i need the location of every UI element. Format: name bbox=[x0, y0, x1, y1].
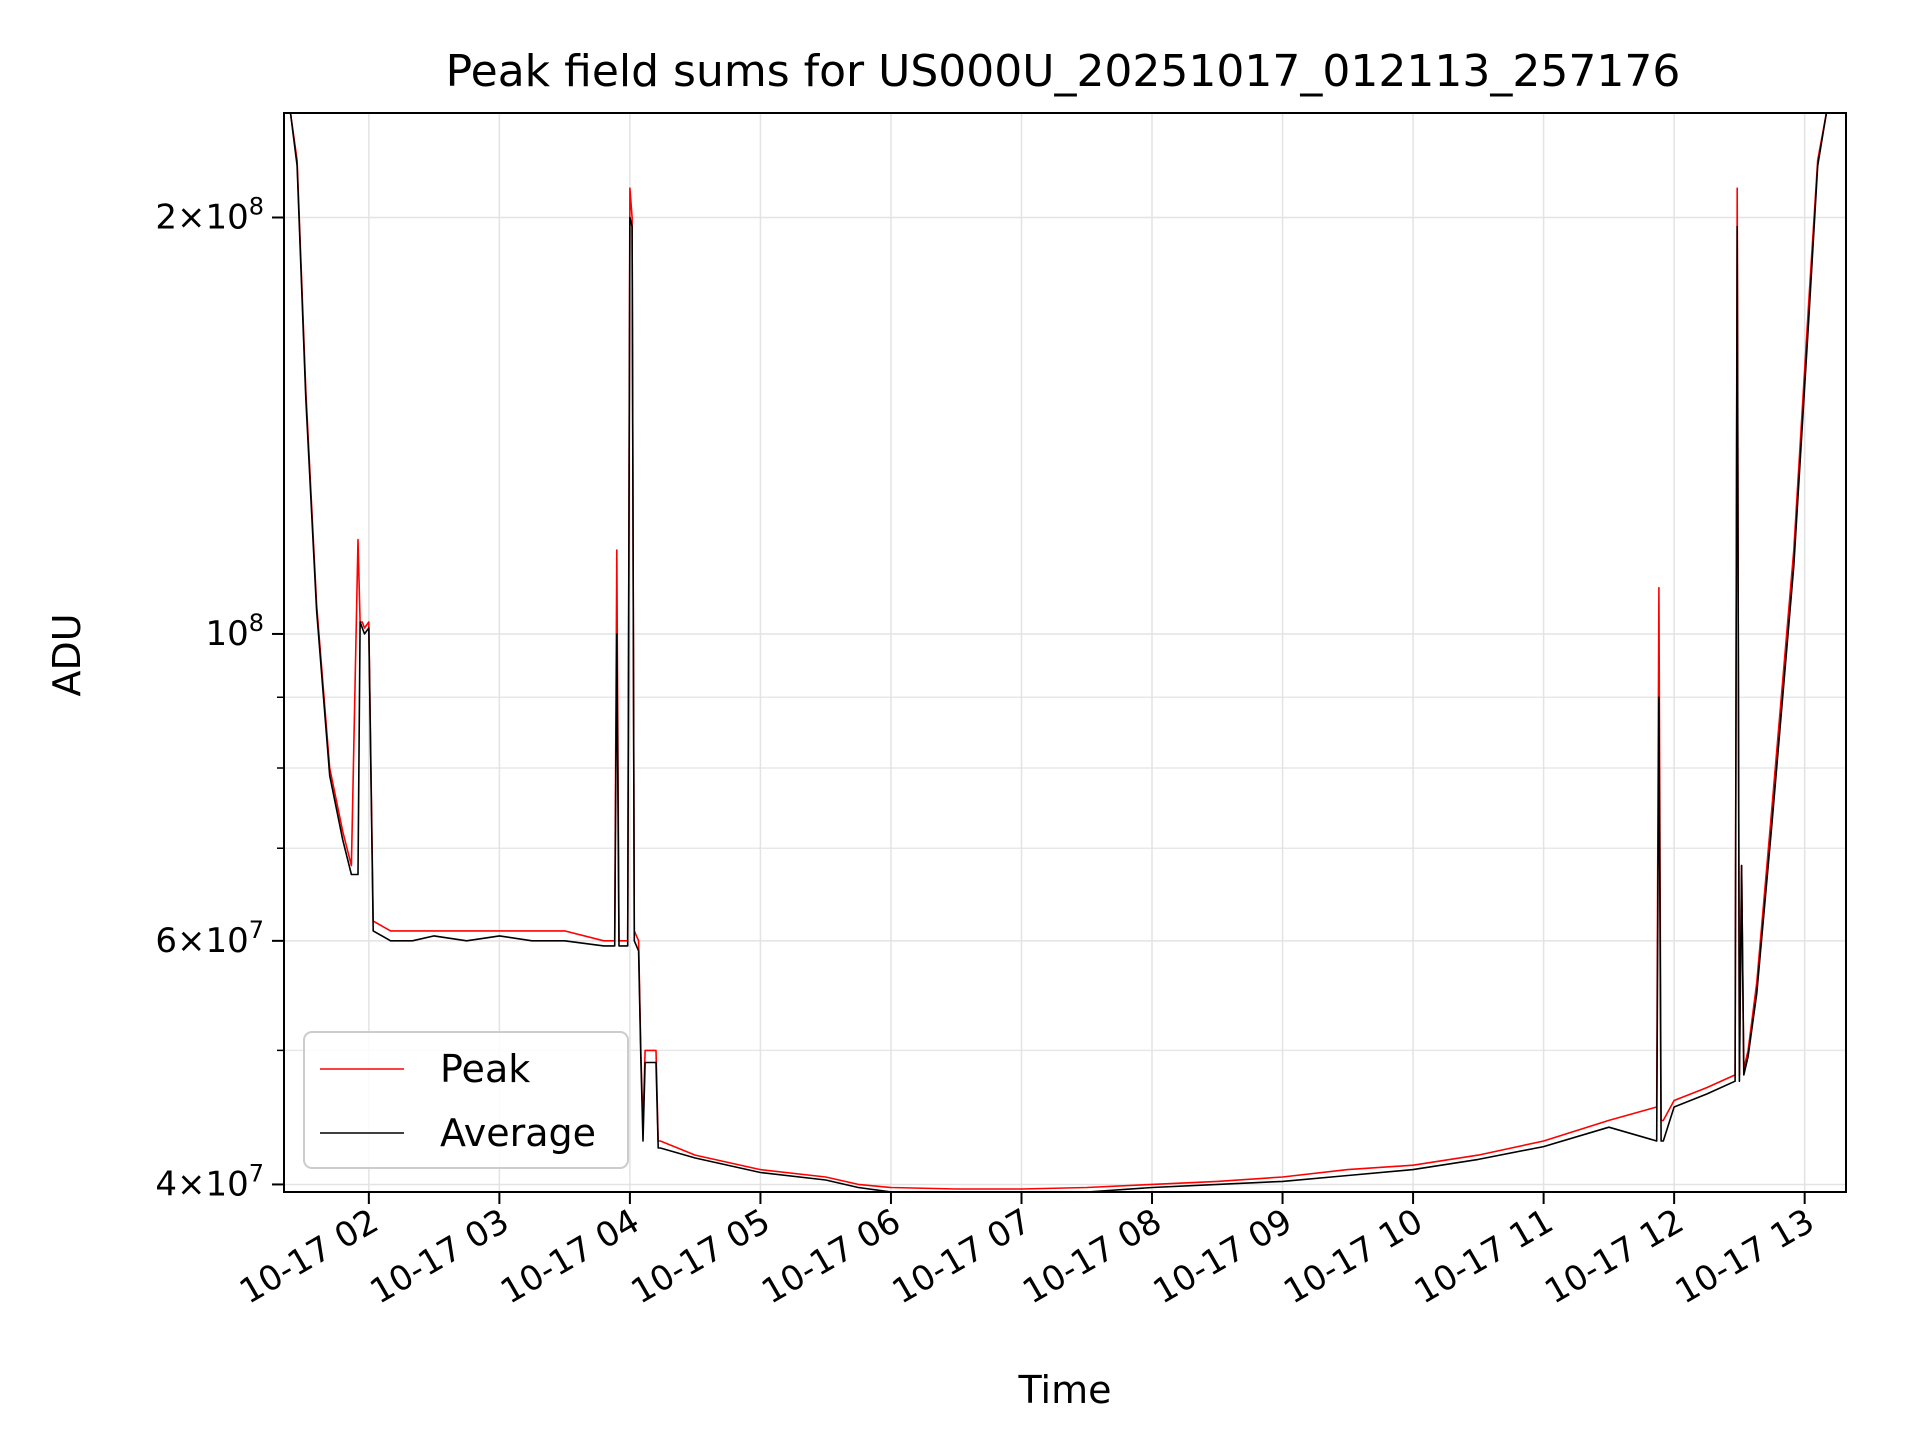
y-axis-label: ADU bbox=[45, 613, 89, 696]
y-tick-label: 4×107 bbox=[155, 1159, 264, 1204]
grid-lines bbox=[284, 113, 1846, 1192]
y-tick-label: 6×107 bbox=[155, 916, 264, 961]
plot-area bbox=[286, 113, 1846, 1192]
y-tick-label: 2×108 bbox=[155, 193, 264, 238]
chart-title: Peak field sums for US000U_20251017_0121… bbox=[446, 46, 1681, 97]
plot-frame bbox=[283, 112, 1847, 1193]
series-lines bbox=[286, 113, 1846, 1192]
legend: Peak Average bbox=[303, 1031, 629, 1169]
legend-label-peak: Peak bbox=[440, 1047, 530, 1091]
series-line-average bbox=[286, 113, 1846, 1192]
legend-box bbox=[303, 1031, 629, 1169]
legend-label-average: Average bbox=[440, 1111, 596, 1155]
x-axis-label: Time bbox=[1018, 1368, 1112, 1412]
